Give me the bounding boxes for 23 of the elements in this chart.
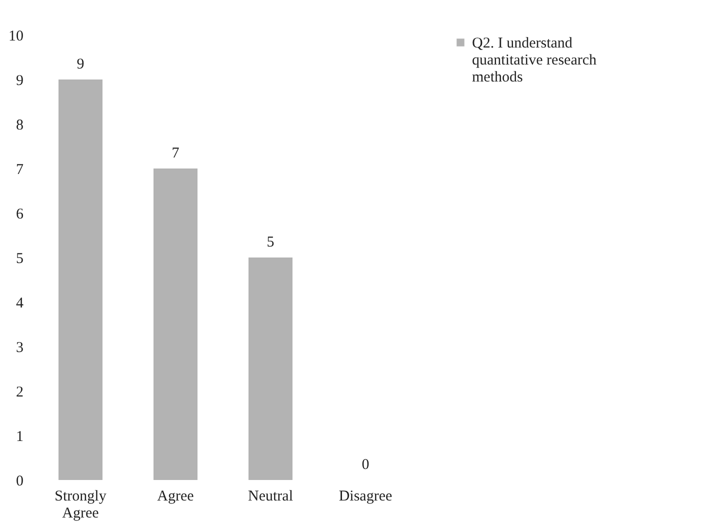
y-tick-label: 4 [16,296,24,312]
x-tick-label: Strongly Agree [54,488,107,522]
x-tick-label: Disagree [338,488,392,504]
x-tick-label: Neutral [248,488,293,504]
y-tick-label: 10 [8,28,24,44]
bar [58,80,102,480]
data-label: 9 [76,56,84,72]
y-tick-label: 0 [16,474,24,490]
y-tick-label: 9 [16,73,24,89]
y-tick-label: 6 [16,206,24,222]
y-tick-label: 7 [16,162,24,178]
data-label: 5 [266,234,274,250]
y-tick-label: 3 [16,340,24,356]
y-tick-label: 2 [16,384,24,400]
data-label: 0 [362,457,370,473]
y-tick-label: 5 [16,251,24,267]
bar [154,168,198,480]
legend-label: Q2. I understand quantitative research methods [472,36,598,86]
bar [248,258,292,480]
y-tick-label: 1 [16,429,24,445]
y-tick-label: 8 [16,118,24,134]
x-tick-label: Agree [157,488,194,504]
data-label: 7 [172,146,180,162]
